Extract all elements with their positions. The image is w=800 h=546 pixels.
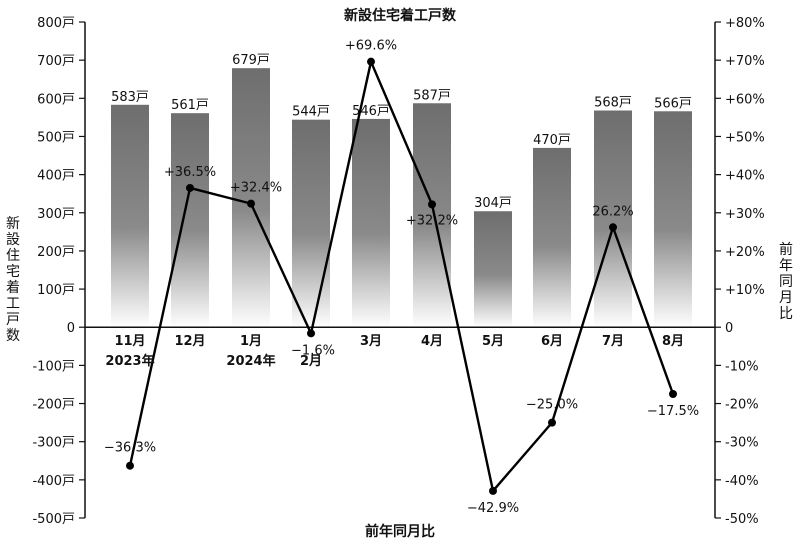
- line-point-9: [669, 390, 677, 398]
- bar-value-label: 587戸: [413, 88, 451, 103]
- left-tick-label: -300戸: [32, 436, 75, 451]
- right-tick-label: +70%: [725, 54, 765, 69]
- category-label: 11月: [114, 334, 145, 349]
- line-point-8: [609, 223, 617, 232]
- bar-8: [594, 110, 632, 328]
- right-tick-label: +30%: [725, 207, 765, 222]
- line-value-label: −1.6%: [291, 343, 335, 358]
- bar-6: [474, 211, 512, 328]
- line-path: [128, 60, 675, 493]
- right-tick-label: +60%: [725, 92, 765, 107]
- left-tick-label: -500戸: [32, 512, 75, 527]
- bar-1: [171, 113, 209, 328]
- left-tick-label: 700戸: [37, 54, 75, 69]
- bar-4: [352, 118, 390, 328]
- line-value-label: −42.9%: [467, 501, 519, 516]
- bar-7: [533, 147, 571, 328]
- line-point-2: [247, 199, 255, 208]
- bar-value-label: 546戸: [352, 104, 390, 119]
- axes: [79, 21, 721, 519]
- line-series: [126, 57, 677, 495]
- line-point-6: [489, 486, 497, 495]
- bar-5: [413, 103, 451, 328]
- left-tick-label: -200戸: [32, 398, 75, 413]
- bar-0: [111, 104, 149, 328]
- bar-value-label: 568戸: [594, 96, 632, 111]
- line-point-4: [367, 57, 375, 66]
- bar-series: [111, 68, 692, 328]
- bar-value-label: 583戸: [111, 90, 149, 105]
- bar-3: [292, 119, 330, 328]
- bar-value-label: 561戸: [171, 98, 209, 113]
- line-value-label: −36.3%: [104, 441, 156, 456]
- left-tick-label: 200戸: [37, 245, 75, 260]
- left-axis-title: 新設住宅着工戸数: [6, 216, 20, 344]
- category-label: 1月: [240, 334, 262, 349]
- bar-value-label: 470戸: [533, 133, 571, 148]
- line-point-1: [186, 183, 194, 192]
- category-label: 5月: [482, 334, 504, 349]
- bar-value-label: 304戸: [474, 196, 512, 211]
- left-tick-label: 400戸: [37, 169, 75, 184]
- left-tick-label: -400戸: [32, 474, 75, 489]
- left-tick-label: 300戸: [37, 207, 75, 222]
- bar-value-label: 544戸: [292, 105, 330, 120]
- category-label: 2月: [300, 354, 322, 369]
- category-year-label: 2023年: [105, 353, 154, 369]
- left-tick-label: 0: [67, 321, 75, 336]
- category-label: 3月: [360, 334, 382, 349]
- line-value-label: +36.5%: [164, 165, 216, 180]
- line-value-label: −25.0%: [526, 398, 578, 413]
- left-tick-label: 800戸: [37, 16, 75, 31]
- bar-2: [232, 68, 270, 328]
- right-tick-label: -40%: [725, 474, 759, 489]
- chart-title: 新設住宅着工戸数: [344, 7, 457, 24]
- bar-9: [654, 111, 692, 328]
- line-point-0: [126, 461, 134, 470]
- right-tick-label: 0: [725, 321, 733, 336]
- right-axis-title: 前年同月比: [779, 241, 793, 322]
- right-tick-label: -30%: [725, 436, 759, 451]
- left-tick-label: 100戸: [37, 283, 75, 298]
- line-value-label: +32.2%: [406, 213, 458, 228]
- category-label: 6月: [541, 334, 563, 349]
- x-axis-title: 前年同月比: [365, 523, 435, 540]
- line-point-5: [428, 200, 436, 209]
- bar-value-label: 566戸: [654, 96, 692, 111]
- category-year-label: 2024年: [226, 353, 275, 369]
- right-tick-label: +50%: [725, 130, 765, 145]
- line-value-label: +69.6%: [345, 39, 397, 54]
- category-label: 7月: [602, 334, 624, 349]
- category-label: 4月: [421, 334, 443, 349]
- line-value-label: −17.5%: [647, 404, 699, 419]
- left-tick-label: 600戸: [37, 92, 75, 107]
- right-tick-label: -50%: [725, 512, 759, 527]
- category-label: 12月: [174, 334, 205, 349]
- category-label: 8月: [662, 334, 684, 349]
- chart-text: 800戸 700戸 600戸 500戸 400戸 300戸 200戸 100戸 0 -100戸 -2…: [6, 7, 793, 540]
- right-tick-label: -20%: [725, 398, 759, 413]
- right-tick-label: +20%: [725, 245, 765, 260]
- right-tick-label: +10%: [725, 283, 765, 298]
- line-value-label: 26.2%: [592, 204, 633, 219]
- line-point-3: [307, 329, 315, 338]
- line-value-label: +32.4%: [230, 181, 282, 196]
- right-tick-label: +40%: [725, 169, 765, 184]
- right-tick-label: +80%: [725, 16, 765, 31]
- right-tick-label: -10%: [725, 359, 759, 374]
- bar-value-label: 679戸: [232, 53, 270, 68]
- left-tick-label: -100戸: [32, 359, 75, 374]
- line-point-7: [548, 418, 556, 427]
- left-tick-label: 500戸: [37, 130, 75, 145]
